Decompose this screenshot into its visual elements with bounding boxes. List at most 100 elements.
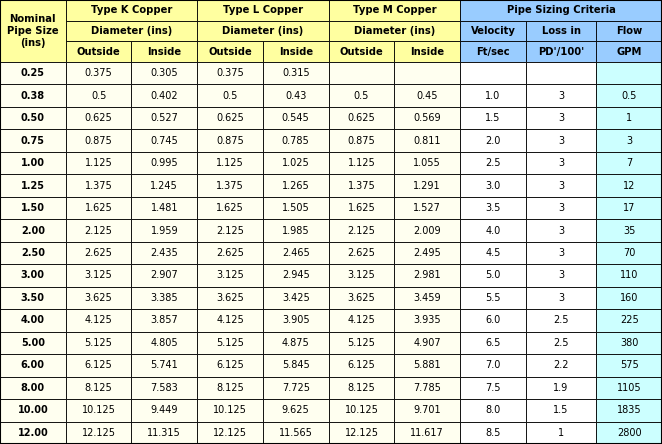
Text: 1.125: 1.125 bbox=[348, 158, 375, 168]
Text: 4.125: 4.125 bbox=[348, 315, 375, 325]
Bar bbox=[395, 107, 460, 129]
Text: 35: 35 bbox=[623, 226, 636, 235]
Bar bbox=[526, 354, 596, 377]
Bar bbox=[526, 197, 596, 219]
Bar bbox=[263, 421, 328, 444]
Bar bbox=[328, 354, 395, 377]
Bar bbox=[526, 332, 596, 354]
Bar bbox=[0, 354, 66, 377]
Bar bbox=[263, 62, 328, 84]
Text: 3.857: 3.857 bbox=[150, 315, 178, 325]
Bar bbox=[526, 84, 596, 107]
Bar bbox=[197, 377, 263, 399]
Text: 2.465: 2.465 bbox=[282, 248, 310, 258]
Text: 3: 3 bbox=[558, 270, 564, 281]
Text: 1.265: 1.265 bbox=[282, 181, 310, 190]
Bar bbox=[66, 354, 132, 377]
Text: 0.625: 0.625 bbox=[216, 113, 244, 123]
Text: 575: 575 bbox=[620, 361, 639, 370]
Text: 5.881: 5.881 bbox=[413, 361, 441, 370]
Text: 12.125: 12.125 bbox=[213, 428, 247, 438]
Bar bbox=[395, 287, 460, 309]
Text: 3: 3 bbox=[626, 135, 632, 146]
Text: 8.0: 8.0 bbox=[485, 405, 500, 415]
Bar bbox=[0, 0, 66, 62]
Bar bbox=[395, 197, 460, 219]
Bar bbox=[460, 309, 526, 332]
Bar bbox=[526, 421, 596, 444]
Bar bbox=[395, 84, 460, 107]
Text: 1.625: 1.625 bbox=[216, 203, 244, 213]
Bar bbox=[197, 41, 263, 62]
Text: 4.0: 4.0 bbox=[485, 226, 500, 235]
Bar bbox=[132, 377, 197, 399]
Text: 10.125: 10.125 bbox=[344, 405, 379, 415]
Bar bbox=[132, 421, 197, 444]
Text: 0.402: 0.402 bbox=[150, 91, 178, 101]
Bar bbox=[395, 399, 460, 421]
Text: 1.125: 1.125 bbox=[85, 158, 113, 168]
Text: 1.481: 1.481 bbox=[150, 203, 178, 213]
Bar bbox=[66, 287, 132, 309]
Text: 0.745: 0.745 bbox=[150, 135, 178, 146]
Text: 0.625: 0.625 bbox=[348, 113, 375, 123]
Bar bbox=[263, 107, 328, 129]
Text: 1.291: 1.291 bbox=[413, 181, 441, 190]
Bar bbox=[395, 41, 460, 62]
Bar bbox=[596, 107, 662, 129]
Text: Flow: Flow bbox=[616, 26, 642, 36]
Bar bbox=[0, 421, 66, 444]
Bar bbox=[328, 309, 395, 332]
Bar bbox=[132, 287, 197, 309]
Bar bbox=[395, 174, 460, 197]
Text: 12.125: 12.125 bbox=[81, 428, 116, 438]
Text: Nominal
Pipe Size
(ins): Nominal Pipe Size (ins) bbox=[7, 14, 59, 48]
Bar bbox=[328, 219, 395, 242]
Bar bbox=[197, 174, 263, 197]
Bar bbox=[526, 62, 596, 84]
Bar bbox=[526, 129, 596, 152]
Text: Inside: Inside bbox=[279, 47, 313, 57]
Bar bbox=[328, 174, 395, 197]
Bar bbox=[328, 84, 395, 107]
Text: 3: 3 bbox=[558, 158, 564, 168]
Text: 1.5: 1.5 bbox=[553, 405, 569, 415]
Text: 2.981: 2.981 bbox=[413, 270, 441, 281]
Bar bbox=[197, 107, 263, 129]
Bar bbox=[66, 197, 132, 219]
Bar bbox=[328, 0, 460, 21]
Text: 3: 3 bbox=[558, 181, 564, 190]
Bar bbox=[395, 332, 460, 354]
Text: 1835: 1835 bbox=[617, 405, 641, 415]
Text: 0.995: 0.995 bbox=[150, 158, 178, 168]
Text: 0.5: 0.5 bbox=[622, 91, 637, 101]
Text: 1.375: 1.375 bbox=[348, 181, 375, 190]
Text: Pipe Sizing Criteria: Pipe Sizing Criteria bbox=[506, 5, 616, 16]
Text: 5.0: 5.0 bbox=[485, 270, 500, 281]
Text: 3.125: 3.125 bbox=[216, 270, 244, 281]
Text: 1.055: 1.055 bbox=[413, 158, 441, 168]
Bar bbox=[0, 309, 66, 332]
Bar bbox=[263, 354, 328, 377]
Text: 0.375: 0.375 bbox=[85, 68, 113, 78]
Text: 3.935: 3.935 bbox=[413, 315, 441, 325]
Text: 0.25: 0.25 bbox=[21, 68, 45, 78]
Bar bbox=[460, 41, 526, 62]
Bar bbox=[66, 152, 132, 174]
Bar bbox=[0, 62, 66, 84]
Text: 5.5: 5.5 bbox=[485, 293, 500, 303]
Bar bbox=[460, 197, 526, 219]
Bar bbox=[328, 287, 395, 309]
Bar bbox=[132, 41, 197, 62]
Text: 9.625: 9.625 bbox=[282, 405, 310, 415]
Bar bbox=[132, 332, 197, 354]
Text: Type K Copper: Type K Copper bbox=[91, 5, 172, 16]
Bar bbox=[66, 421, 132, 444]
Bar bbox=[0, 287, 66, 309]
Bar bbox=[460, 219, 526, 242]
Bar bbox=[0, 399, 66, 421]
Bar bbox=[460, 421, 526, 444]
Text: 4.875: 4.875 bbox=[282, 338, 310, 348]
Bar bbox=[66, 309, 132, 332]
Bar bbox=[596, 152, 662, 174]
